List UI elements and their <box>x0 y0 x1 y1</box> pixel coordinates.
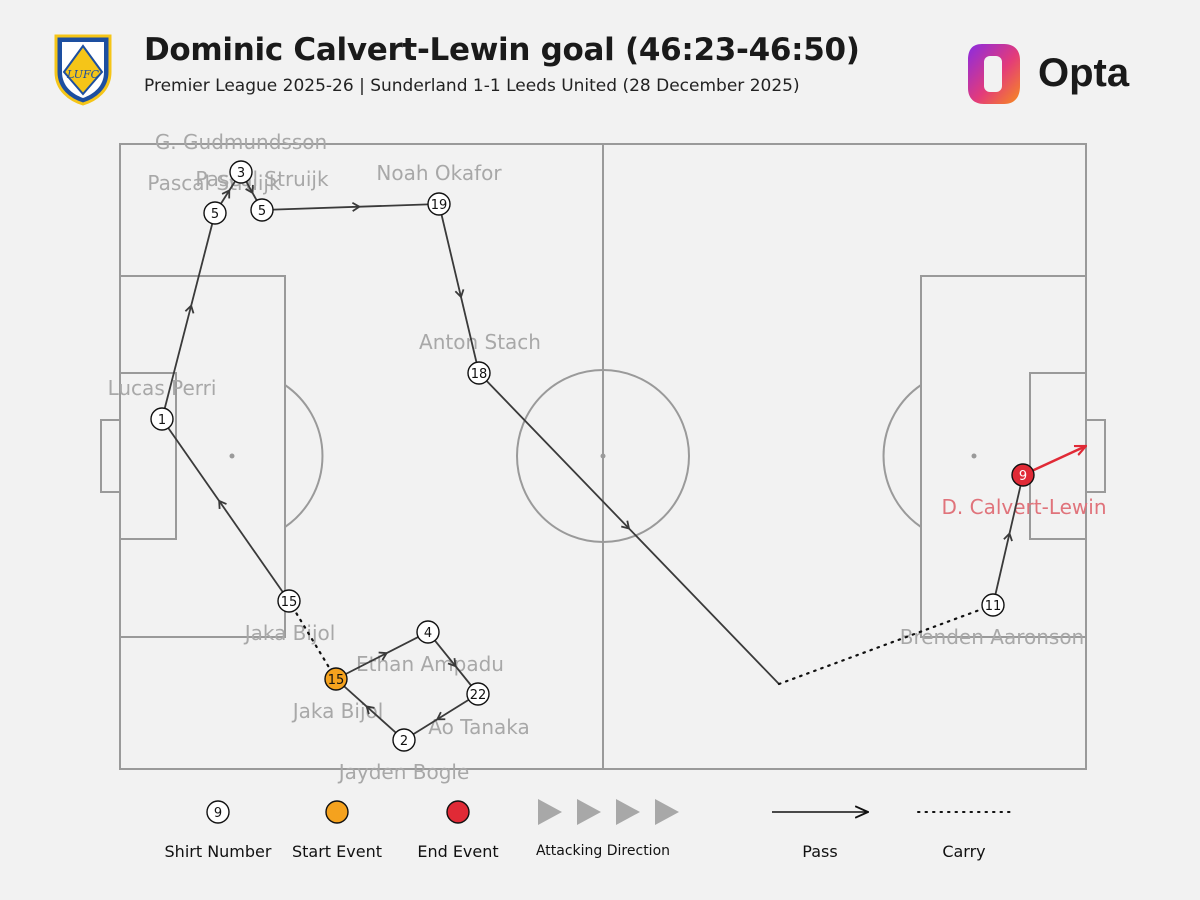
opta-logo: Opta <box>968 44 1130 104</box>
shirt-number: 9 <box>1019 469 1027 484</box>
left-penalty-arc <box>284 384 324 528</box>
centre-spot <box>600 453 606 459</box>
shirt-number: 22 <box>470 688 487 703</box>
shirt-number: 2 <box>400 734 408 749</box>
pass-line <box>161 418 290 602</box>
left-penalty-area <box>119 275 286 638</box>
attacking-direction-arrows-icon <box>538 799 679 825</box>
legend-shirt-number-sample: 9 <box>214 806 222 821</box>
pass-direction-arrowhead <box>245 184 254 195</box>
left-goal <box>100 419 121 493</box>
legend-shirt-number-label: Shirt Number <box>164 842 272 861</box>
page-subtitle: Premier League 2025-26 | Sunderland 1-1 … <box>144 76 800 96</box>
pass-direction-arrowhead <box>184 304 195 314</box>
player-name-label: Anton Stach <box>419 330 541 354</box>
player-name-label: Lucas Perri <box>108 376 217 400</box>
player-name-label: G. Gudmundsson <box>155 130 327 154</box>
shirt-number: 15 <box>328 673 345 688</box>
player-name-label: Noah Okafor <box>376 161 502 185</box>
leeds-crest-logo: LUFC <box>54 34 112 106</box>
pass-line <box>161 212 216 420</box>
pass-line <box>427 631 479 695</box>
pass-line <box>438 203 480 374</box>
pitch-markings <box>100 143 1106 770</box>
shirt-number: 4 <box>424 626 432 641</box>
legend-end-event-marker <box>446 800 470 824</box>
player-name-label: Jaka Bijol <box>291 699 384 723</box>
pass-line <box>335 678 405 741</box>
pass-direction-arrowhead <box>1003 531 1013 542</box>
pass-direction-arrowhead <box>221 188 231 199</box>
player-name-label: Jayden Bogle <box>337 760 470 784</box>
legend: 9 <box>206 799 1011 825</box>
pass-direction-arrowhead <box>218 499 227 509</box>
shirt-number: 18 <box>471 367 488 382</box>
shirt-number: 5 <box>258 204 266 219</box>
player-marker <box>229 160 253 184</box>
player-name-label: Brenden Aaronson <box>900 625 1084 649</box>
player-marker <box>203 201 227 225</box>
player-name-label: D. Calvert-Lewin <box>942 495 1107 519</box>
player-name-label: Pascal Struijk <box>195 167 329 191</box>
shirt-number: 1 <box>158 413 166 428</box>
shirt-number: 15 <box>281 595 298 610</box>
centre-circle <box>516 369 690 543</box>
start-event-marker <box>324 667 348 691</box>
move-lines <box>161 171 1086 741</box>
pass-direction-arrowhead <box>378 651 389 661</box>
crest-text: LUFC <box>66 68 100 81</box>
pass-line <box>335 631 429 680</box>
legend-pass-label: Pass <box>802 842 838 861</box>
player-marker <box>392 728 416 752</box>
pass-line <box>403 693 479 741</box>
legend-attacking-direction-label: Attacking Direction <box>535 843 671 859</box>
player-marker <box>466 682 490 706</box>
left-penalty-spot <box>229 453 235 459</box>
shirt-number: 11 <box>985 599 1002 614</box>
player-name-label: Jaka Bijol <box>243 621 336 645</box>
pass-direction-arrowhead <box>351 201 362 212</box>
player-marker <box>427 192 451 216</box>
player-marker <box>277 589 301 613</box>
pass-direction-arrowhead <box>454 289 465 299</box>
player-marker <box>416 620 440 644</box>
right-penalty-spot <box>971 453 977 459</box>
end-event-marker <box>1011 463 1035 487</box>
shirt-number: 3 <box>237 166 245 181</box>
pass-line <box>261 203 440 211</box>
pass-direction-arrowhead <box>621 520 631 530</box>
legend-carry-label: Carry <box>942 842 986 861</box>
carry-line <box>287 599 338 681</box>
legend-start-event-label: Start Event <box>291 842 382 861</box>
page-title: Dominic Calvert-Lewin goal (46:23-46:50) <box>144 32 860 68</box>
pass-direction-arrowhead <box>435 711 446 721</box>
shirt-number: 19 <box>431 198 448 213</box>
player-name-label: Pascal Struijk <box>147 171 281 195</box>
pass-direction-arrowhead <box>447 658 457 668</box>
player-name-label: Ethan Ampadu <box>356 652 504 676</box>
carry-line <box>777 603 995 686</box>
legend-shirt-number-marker <box>206 800 230 824</box>
pass-line <box>992 474 1024 606</box>
player-marker <box>981 593 1005 617</box>
player-marker <box>150 407 174 431</box>
legend-end-event-label: End Event <box>417 842 499 861</box>
pass-direction-arrowhead <box>365 705 375 715</box>
legend-start-event-marker <box>325 800 349 824</box>
player-marker <box>250 198 274 222</box>
player-marker <box>467 361 491 385</box>
right-penalty-arc <box>882 384 922 528</box>
right-goal <box>1085 419 1106 493</box>
brand-name: Opta <box>1038 51 1130 95</box>
shirt-number: 5 <box>211 207 219 222</box>
